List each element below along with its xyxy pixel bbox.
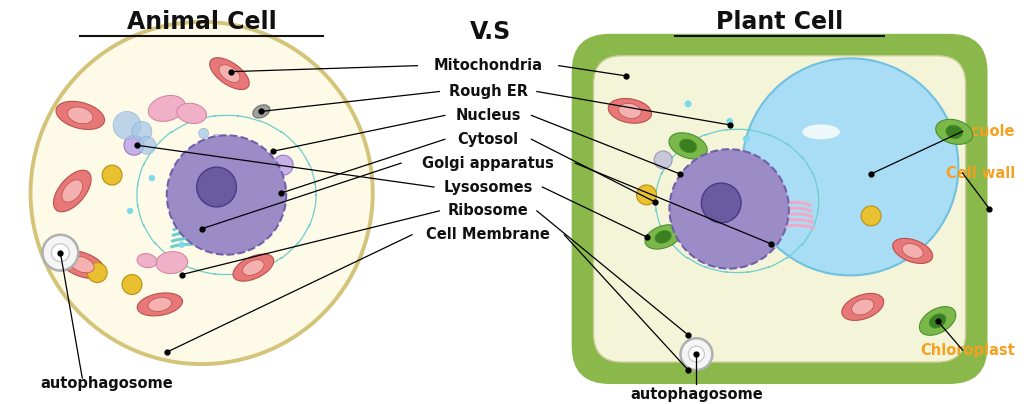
Text: V.S: V.S [469,20,511,44]
Circle shape [194,215,200,221]
Text: Chloroplast: Chloroplast [921,343,1016,358]
Text: Cytosol: Cytosol [458,132,519,147]
Circle shape [42,235,78,271]
Circle shape [197,167,237,207]
Ellipse shape [53,170,91,212]
FancyBboxPatch shape [571,34,987,384]
Ellipse shape [608,99,651,123]
Ellipse shape [655,231,672,243]
Text: Cell wall: Cell wall [946,166,1016,181]
Ellipse shape [137,254,157,268]
Ellipse shape [893,238,933,263]
Ellipse shape [618,103,641,118]
Circle shape [273,155,293,175]
Ellipse shape [253,105,269,118]
Circle shape [148,175,155,181]
Text: Rough ER: Rough ER [449,84,527,99]
Circle shape [701,183,741,223]
Ellipse shape [62,180,83,202]
Circle shape [237,231,243,238]
Text: Plant Cell: Plant Cell [716,10,843,34]
Ellipse shape [243,260,264,276]
Circle shape [113,112,141,139]
Ellipse shape [177,103,207,124]
Circle shape [31,22,373,364]
Ellipse shape [929,314,946,328]
Circle shape [637,185,656,205]
Ellipse shape [669,133,708,159]
Text: Ribosome: Ribosome [447,203,528,219]
Text: Mitochondria: Mitochondria [433,58,543,73]
Circle shape [199,128,209,138]
Circle shape [726,118,733,125]
FancyBboxPatch shape [594,56,966,362]
Circle shape [127,208,133,214]
Ellipse shape [68,107,93,124]
Ellipse shape [645,225,681,249]
Ellipse shape [679,139,696,153]
Text: Animal Cell: Animal Cell [127,10,276,34]
Text: Vacuole: Vacuole [951,124,1016,139]
Ellipse shape [902,244,923,258]
Circle shape [742,135,750,142]
Circle shape [124,135,144,155]
Ellipse shape [842,293,884,320]
Ellipse shape [71,257,94,273]
Text: Cell Membrane: Cell Membrane [426,227,550,242]
Ellipse shape [233,254,273,281]
Circle shape [688,346,705,362]
Ellipse shape [156,252,187,274]
Circle shape [681,338,713,370]
Circle shape [244,162,250,168]
Circle shape [670,149,788,269]
Circle shape [138,136,156,154]
Ellipse shape [852,299,873,315]
Circle shape [178,242,185,248]
Ellipse shape [936,119,973,144]
Circle shape [213,134,220,142]
Circle shape [87,263,108,282]
Ellipse shape [219,65,240,82]
Ellipse shape [137,293,182,316]
Circle shape [685,100,691,107]
Circle shape [132,121,152,141]
Text: Nucleus: Nucleus [456,108,521,123]
Text: autophagosome: autophagosome [41,377,173,391]
Text: Lysosomes: Lysosomes [443,179,532,194]
Text: autophagosome: autophagosome [630,387,763,402]
Text: Golgi apparatus: Golgi apparatus [422,156,554,170]
Ellipse shape [148,297,172,311]
Circle shape [167,135,286,255]
Ellipse shape [742,58,958,276]
Ellipse shape [210,58,249,90]
Ellipse shape [802,124,840,139]
Ellipse shape [59,251,105,278]
Circle shape [51,244,70,262]
Ellipse shape [946,125,963,139]
Circle shape [861,206,881,226]
Circle shape [654,151,672,169]
Ellipse shape [920,307,955,335]
Ellipse shape [148,95,185,121]
Ellipse shape [56,101,104,129]
Circle shape [102,165,122,185]
Circle shape [122,275,142,295]
